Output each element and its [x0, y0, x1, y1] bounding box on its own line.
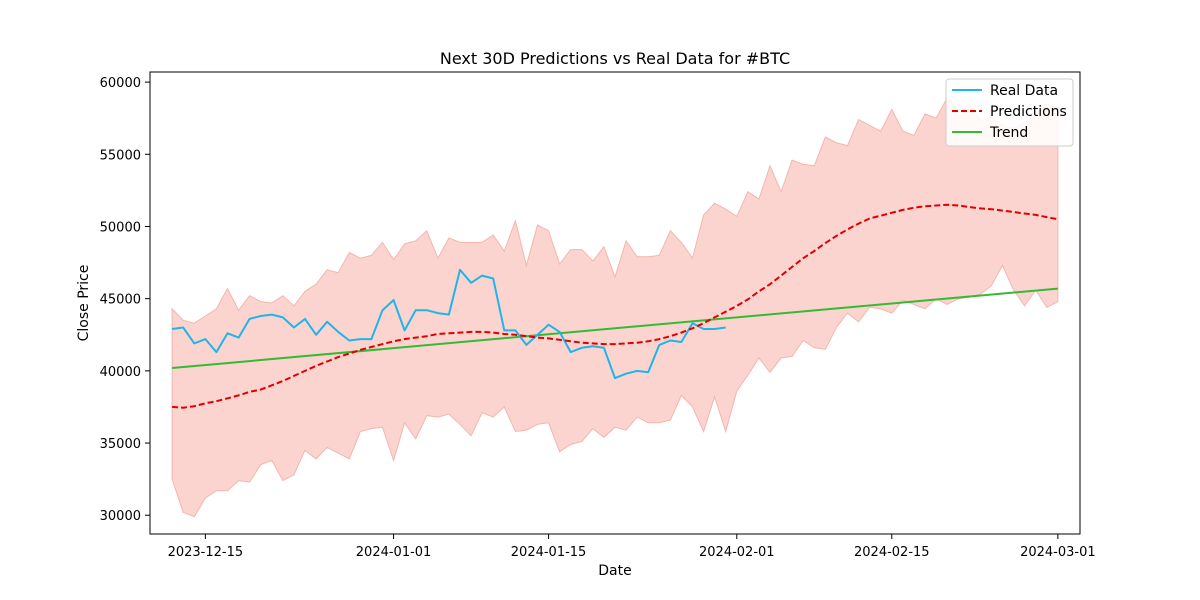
y-tick-label: 60000	[100, 76, 141, 91]
trend-line	[172, 287, 1058, 369]
series-layer	[171, 203, 1059, 409]
legend: Real Data Predictions Trend	[945, 78, 1074, 147]
legend-label-real-data: Real Data	[990, 83, 1058, 99]
predictions-line	[172, 203, 1059, 409]
x-axis: 2023-12-15 2024-01-01 2024-01-15 2024-02-01…	[168, 534, 1096, 560]
confidence-band-layer	[171, 97, 1059, 518]
x-tick-label: 2023-12-15	[168, 545, 244, 560]
y-tick-label: 55000	[100, 148, 141, 163]
y-tick-label: 35000	[100, 437, 141, 452]
x-tick-label: 2024-02-01	[699, 545, 775, 560]
y-tick-label: 30000	[100, 509, 141, 524]
y-axis: 30000 35000 40000 45000 50000 55000 60000	[100, 76, 150, 524]
prediction-interval-band	[171, 97, 1059, 518]
plot-frame	[149, 71, 1081, 535]
x-tick-label: 2024-02-15	[854, 545, 930, 560]
y-tick-label: 50000	[100, 220, 141, 235]
x-tick-label: 2024-03-01	[1020, 545, 1096, 560]
y-tick-label: 40000	[100, 365, 141, 380]
y-axis-label: Close Price	[76, 265, 92, 342]
y-tick-label: 45000	[100, 293, 141, 308]
chart-title: Next 30D Predictions vs Real Data for #B…	[440, 49, 790, 68]
legend-label-predictions: Predictions	[990, 104, 1067, 120]
legend-label-trend: Trend	[989, 125, 1028, 141]
legend-box	[945, 78, 1074, 147]
real-data-line	[171, 268, 726, 380]
x-axis-label: Date	[598, 563, 631, 579]
x-tick-label: 2024-01-01	[356, 545, 432, 560]
x-tick-label: 2024-01-15	[511, 545, 587, 560]
